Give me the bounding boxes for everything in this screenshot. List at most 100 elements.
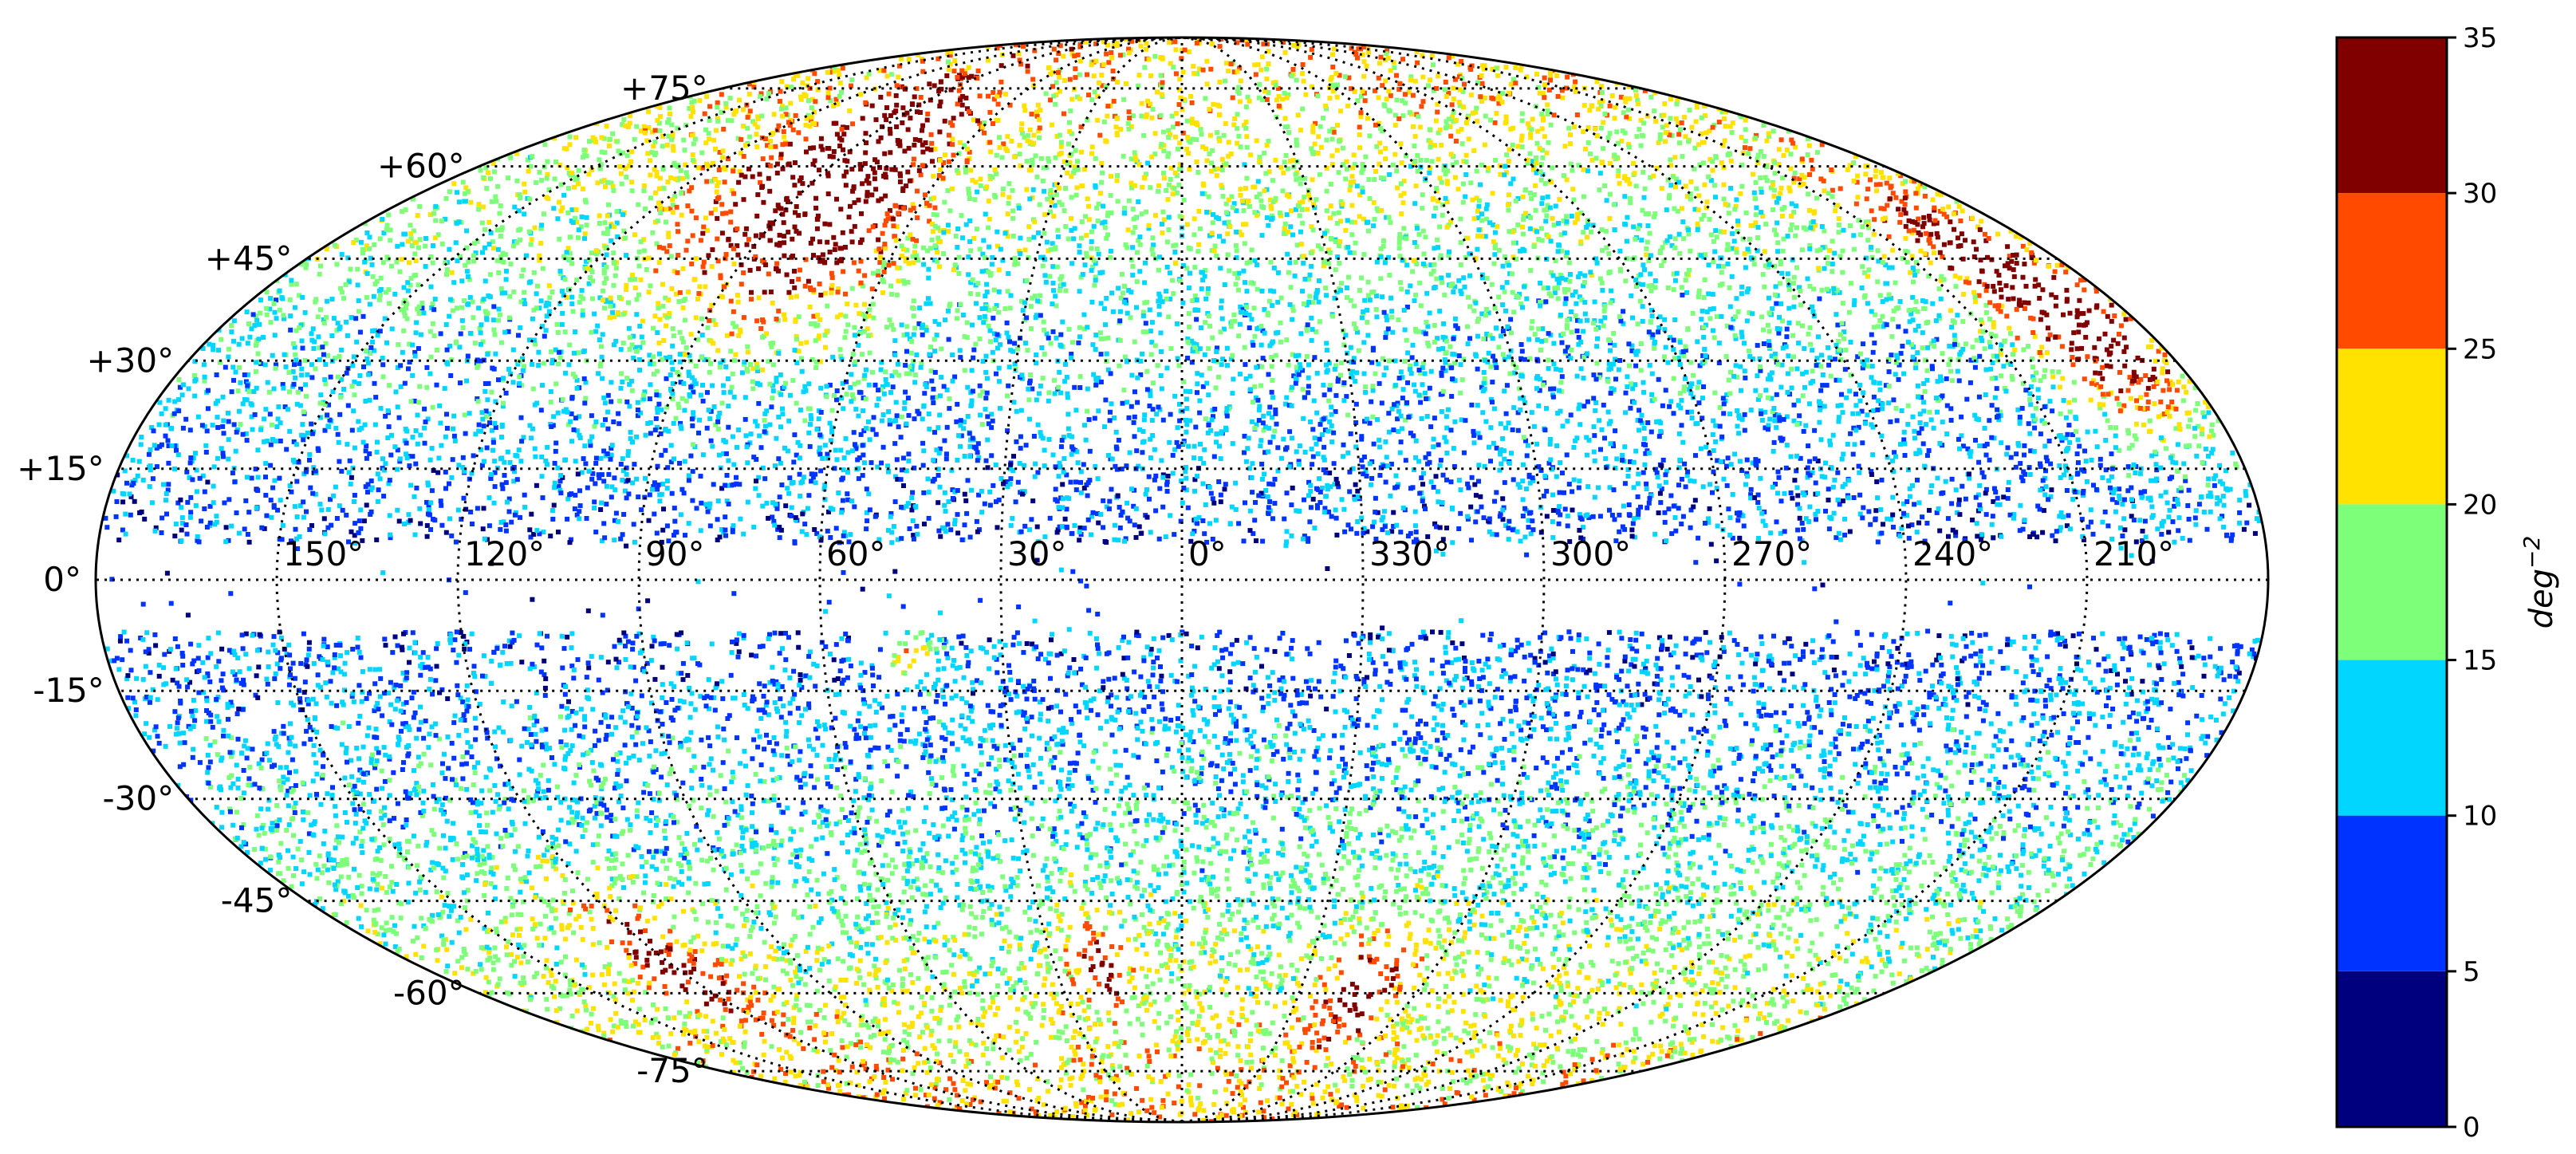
density-pixel [1918, 741, 1923, 746]
density-pixel [400, 350, 405, 355]
density-pixel [1438, 463, 1443, 468]
density-pixel [1979, 338, 1984, 343]
density-pixel [1303, 450, 1308, 455]
density-pixel [647, 256, 652, 261]
density-pixel [787, 475, 792, 480]
density-pixel [885, 694, 890, 699]
density-pixel [476, 207, 481, 211]
density-pixel [1263, 786, 1268, 790]
density-pixel [872, 415, 876, 419]
density-pixel [947, 406, 951, 411]
density-pixel [1774, 284, 1778, 289]
density-pixel [740, 835, 745, 840]
density-pixel [464, 787, 469, 792]
density-pixel [576, 350, 581, 355]
density-pixel [1147, 497, 1152, 502]
density-pixel [1079, 490, 1084, 495]
density-pixel [423, 890, 428, 895]
density-pixel [795, 953, 800, 958]
density-pixel [529, 512, 534, 517]
density-pixel [853, 1042, 858, 1047]
density-pixel [813, 196, 818, 201]
density-pixel [1463, 195, 1467, 199]
density-pixel [610, 1030, 615, 1034]
density-pixel [1006, 289, 1010, 293]
density-pixel [1248, 635, 1253, 640]
density-pixel [1560, 788, 1565, 793]
density-pixel [1605, 655, 1609, 660]
density-pixel [888, 284, 893, 289]
density-pixel [1797, 413, 1802, 418]
density-pixel [1730, 130, 1735, 135]
density-pixel [1995, 386, 1999, 391]
density-pixel [817, 724, 821, 729]
density-pixel [1774, 425, 1778, 430]
density-pixel [1033, 619, 1038, 624]
density-pixel [2145, 406, 2150, 411]
density-pixel [2154, 462, 2159, 467]
density-pixel [1132, 995, 1137, 1000]
density-pixel [1096, 712, 1101, 717]
density-pixel [647, 754, 652, 758]
density-pixel [1329, 514, 1334, 519]
density-pixel [1238, 751, 1243, 756]
density-pixel [1131, 753, 1136, 758]
density-pixel [1511, 427, 1515, 432]
density-pixel [619, 371, 624, 376]
density-pixel [511, 348, 516, 353]
density-pixel [1980, 581, 1985, 585]
density-pixel [817, 239, 822, 244]
density-pixel [494, 199, 498, 203]
density-pixel [1848, 223, 1853, 228]
density-pixel [1985, 255, 1990, 260]
density-pixel [1827, 356, 1832, 360]
density-pixel [2047, 439, 2052, 443]
density-pixel [2065, 488, 2070, 493]
density-pixel [1844, 348, 1849, 353]
density-pixel [1726, 506, 1731, 511]
density-pixel [318, 401, 323, 406]
density-pixel [754, 234, 758, 238]
density-pixel [1598, 869, 1603, 874]
density-pixel [1128, 1022, 1132, 1026]
density-pixel [534, 732, 538, 737]
density-pixel [1284, 1081, 1289, 1085]
density-pixel [2032, 426, 2037, 431]
density-pixel [317, 357, 322, 362]
density-pixel [1652, 108, 1656, 113]
density-pixel [441, 876, 446, 880]
density-pixel [1543, 1028, 1548, 1033]
density-pixel [1129, 404, 1134, 409]
density-pixel [1756, 709, 1761, 714]
density-pixel [1373, 865, 1377, 870]
density-pixel [786, 1017, 791, 1022]
density-pixel [1132, 340, 1137, 345]
density-pixel [1481, 337, 1486, 341]
density-pixel [1444, 414, 1449, 419]
density-pixel [256, 352, 261, 356]
density-pixel [561, 193, 566, 198]
density-pixel [1493, 120, 1498, 125]
density-pixel [1306, 192, 1311, 197]
density-pixel [1499, 857, 1504, 861]
density-pixel [1329, 423, 1334, 428]
density-pixel [232, 318, 237, 323]
density-pixel [1444, 451, 1449, 455]
density-pixel [530, 317, 535, 321]
density-pixel [1165, 489, 1170, 494]
density-pixel [613, 908, 618, 913]
density-pixel [1324, 707, 1329, 711]
density-pixel [1545, 151, 1550, 156]
density-pixel [739, 844, 744, 849]
density-pixel [1077, 289, 1082, 293]
density-pixel [1313, 687, 1318, 691]
density-pixel [1902, 811, 1907, 816]
density-pixel [785, 486, 790, 490]
density-pixel [771, 362, 776, 367]
density-pixel [1974, 664, 1979, 668]
density-pixel [1848, 652, 1853, 656]
density-pixel [1775, 249, 1780, 254]
density-pixel [502, 260, 506, 265]
density-pixel [599, 345, 604, 349]
density-pixel [1148, 185, 1152, 190]
